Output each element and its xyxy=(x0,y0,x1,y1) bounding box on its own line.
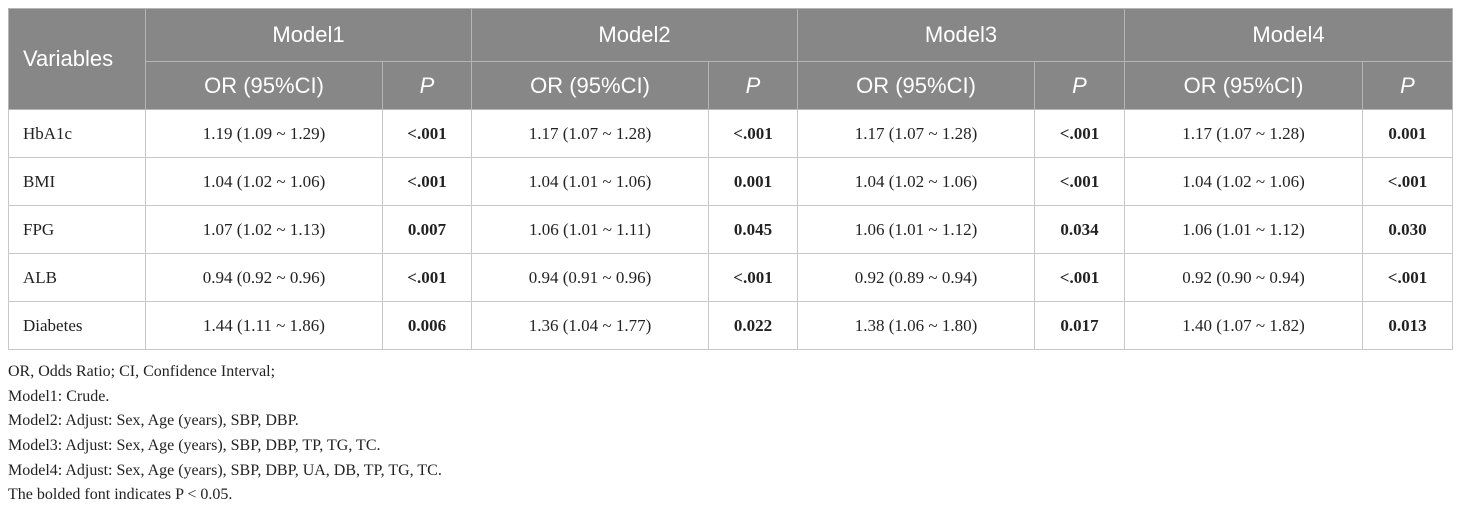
or-header: OR (95%CI) xyxy=(797,61,1035,110)
odds-ratio: 1.17 (1.07 ~ 1.28) xyxy=(471,109,709,158)
p-header: P xyxy=(1034,61,1125,110)
footnote: Model4: Adjust: Sex, Age (years), SBP, D… xyxy=(8,461,442,479)
odds-ratio: 1.06 (1.01 ~ 1.11) xyxy=(471,205,709,254)
or-header: OR (95%CI) xyxy=(145,61,383,110)
odds-ratio: 1.38 (1.06 ~ 1.80) xyxy=(797,301,1035,350)
table-row: ALB 0.94 (0.92 ~ 0.96) <.001 0.94 (0.91 ~ 0… xyxy=(8,253,1453,302)
model-header: Model2 xyxy=(471,8,798,62)
p-value: <.001 xyxy=(382,253,472,302)
row-label: FPG xyxy=(8,205,146,254)
p-value: <.001 xyxy=(382,109,472,158)
or-header: OR (95%CI) xyxy=(1124,61,1363,110)
header-row: Variables Model1 Model2 Model3 Model4 xyxy=(8,8,1453,110)
odds-ratio: 1.04 (1.01 ~ 1.06) xyxy=(471,157,709,206)
footnote: OR, Odds Ratio; CI, Confidence Interval; xyxy=(8,363,276,380)
p-value: 0.006 xyxy=(382,301,472,350)
p-value: 0.001 xyxy=(708,157,798,206)
odds-ratio: 0.92 (0.89 ~ 0.94) xyxy=(797,253,1035,302)
p-value: 0.013 xyxy=(1362,301,1453,350)
odds-ratio: 0.92 (0.90 ~ 0.94) xyxy=(1124,253,1363,302)
table-header: Variables Model1 Model2 Model3 Model4 OR (95%… xyxy=(8,8,1453,110)
p-value: 0.022 xyxy=(708,301,798,350)
p-value: 0.007 xyxy=(382,205,472,254)
model-header: Model3 xyxy=(797,8,1125,62)
p-value: <.001 xyxy=(382,157,472,206)
p-value: <.001 xyxy=(1034,109,1125,158)
footnote: Model2: Adjust: Sex, Age (years), SBP, D… xyxy=(8,412,299,430)
odds-ratio: 1.06 (1.01 ~ 1.12) xyxy=(797,205,1035,254)
p-value: <.001 xyxy=(708,109,798,158)
odds-ratio: 1.17 (1.07 ~ 1.28) xyxy=(1124,109,1363,158)
table-row: Diabetes 1.44 (1.11 ~ 1.86) 0.006 1.36 (1.0… xyxy=(8,301,1453,350)
footnote: The bolded font indicates P < 0.05. xyxy=(8,486,233,504)
odds-ratio: 1.04 (1.02 ~ 1.06) xyxy=(1124,157,1363,206)
odds-ratio: 0.94 (0.91 ~ 0.96) xyxy=(471,253,709,302)
header-row: OR (95%CI) P OR (95%CI) P OR (95%CI) P OR (95%… xyxy=(9,61,1453,110)
odds-ratio: 1.40 (1.07 ~ 1.82) xyxy=(1124,301,1363,350)
p-value: <.001 xyxy=(708,253,798,302)
p-value: 0.030 xyxy=(1362,205,1453,254)
odds-ratio: 1.44 (1.11 ~ 1.86) xyxy=(145,301,383,350)
table-row: FPG 1.07 (1.02 ~ 1.13) 0.007 1.06 (1.01 ~ 1… xyxy=(8,205,1453,254)
odds-ratio: 1.17 (1.07 ~ 1.28) xyxy=(797,109,1035,158)
footnote: Model1: Crude. xyxy=(8,387,110,405)
p-value: <.001 xyxy=(1034,157,1125,206)
row-label: ALB xyxy=(8,253,146,302)
odds-ratio: 1.06 (1.01 ~ 1.12) xyxy=(1124,205,1363,254)
footnote: Model3: Adjust: Sex, Age (years), SBP, D… xyxy=(8,437,381,455)
footnotes: OR, Odds Ratio; CI, Confidence Interval;… xyxy=(8,360,442,508)
p-value: 0.034 xyxy=(1034,205,1125,254)
p-value: <.001 xyxy=(1362,157,1453,206)
p-value: 0.017 xyxy=(1034,301,1125,350)
p-value: 0.001 xyxy=(1362,109,1453,158)
table-body: HbA1c 1.19 (1.09 ~ 1.29) <.001 1.17 (1.07 ~… xyxy=(8,109,1453,350)
model-header: Model4 xyxy=(1124,8,1453,62)
p-value: 0.045 xyxy=(708,205,798,254)
p-header: P xyxy=(708,61,798,110)
odds-ratio: 1.07 (1.02 ~ 1.13) xyxy=(145,205,383,254)
row-label: HbA1c xyxy=(8,109,146,158)
p-header: P xyxy=(382,61,472,110)
table-row: HbA1c 1.19 (1.09 ~ 1.29) <.001 1.17 (1.07 ~… xyxy=(8,109,1453,158)
header-cell: Variables xyxy=(8,8,146,110)
odds-ratio: 1.36 (1.04 ~ 1.77) xyxy=(471,301,709,350)
odds-ratio: 1.04 (1.02 ~ 1.06) xyxy=(145,157,383,206)
or-header: OR (95%CI) xyxy=(471,61,709,110)
odds-ratio: 1.04 (1.02 ~ 1.06) xyxy=(797,157,1035,206)
p-header: P xyxy=(1362,61,1453,110)
p-value: <.001 xyxy=(1034,253,1125,302)
table-row: BMI 1.04 (1.02 ~ 1.06) <.001 1.04 (1.01 ~ 1… xyxy=(8,157,1453,206)
results-table: Variables Model1 Model2 Model3 Model4 OR (95%… xyxy=(8,8,1453,350)
odds-ratio: 1.19 (1.09 ~ 1.29) xyxy=(145,109,383,158)
model-header: Model1 xyxy=(145,8,472,62)
row-label: BMI xyxy=(8,157,146,206)
p-value: <.001 xyxy=(1362,253,1453,302)
row-label: Diabetes xyxy=(8,301,146,350)
odds-ratio: 0.94 (0.92 ~ 0.96) xyxy=(145,253,383,302)
